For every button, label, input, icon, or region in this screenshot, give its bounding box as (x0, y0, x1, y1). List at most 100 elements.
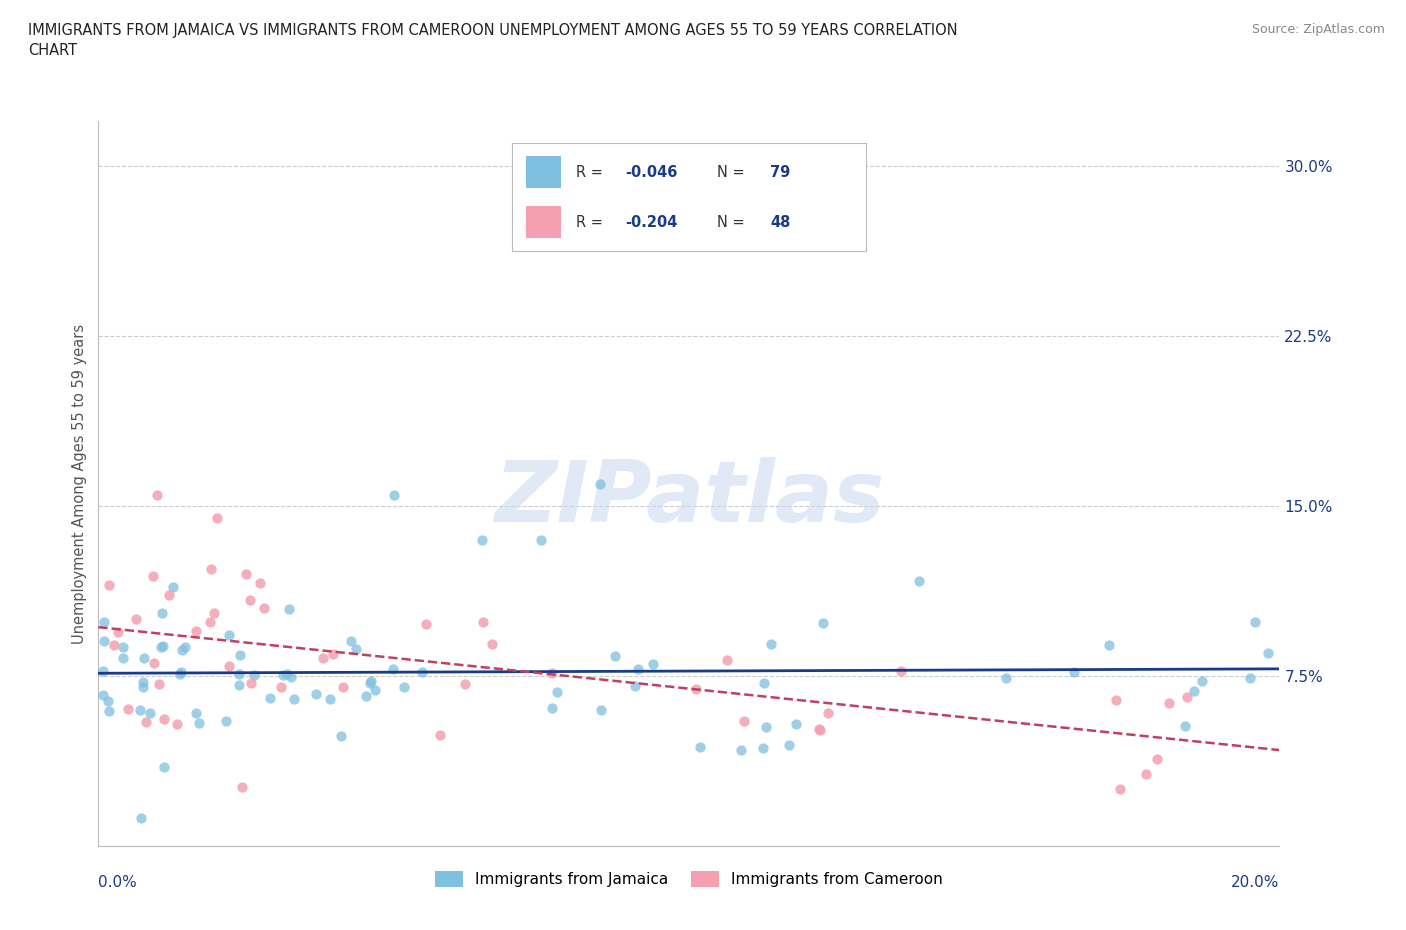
Point (754, 676, 776, 691)
Point (276, 666, 298, 681)
Point (1146, 751, 1168, 766)
Point (1105, 693, 1128, 708)
Text: 0.0%: 0.0% (98, 875, 138, 890)
Point (150, 606, 173, 621)
Point (93, 634, 115, 649)
Point (277, 602, 299, 617)
Point (132, 674, 155, 689)
Point (1159, 695, 1181, 710)
Point (589, 703, 612, 718)
Text: IMMIGRANTS FROM JAMAICA VS IMMIGRANTS FROM CAMEROON UNEMPLOYMENT AMONG AGES 55 T: IMMIGRANTS FROM JAMAICA VS IMMIGRANTS FR… (28, 23, 957, 58)
Point (150, 640, 173, 655)
Point (907, 574, 929, 589)
Point (152, 638, 174, 653)
Point (135, 714, 157, 729)
Point (1063, 665, 1085, 680)
Point (471, 533, 494, 548)
Point (97, 703, 120, 718)
Point (730, 742, 752, 757)
Point (239, 675, 262, 690)
Point (205, 511, 228, 525)
Point (811, 616, 834, 631)
Point (530, 533, 553, 548)
Y-axis label: Unemployment Among Ages 55 to 59 years: Unemployment Among Ages 55 to 59 years (72, 324, 87, 644)
Point (91, 687, 114, 702)
Point (186, 706, 208, 721)
Point (200, 615, 222, 630)
Point (1239, 671, 1261, 685)
Point (807, 722, 830, 737)
Point (139, 706, 162, 721)
Point (152, 711, 174, 726)
Point (733, 714, 755, 729)
Point (117, 701, 139, 716)
Point (415, 617, 437, 631)
Point (98, 578, 121, 592)
Point (142, 569, 165, 584)
Point (1191, 673, 1213, 688)
Point (394, 680, 416, 695)
Point (259, 690, 281, 705)
Point (685, 682, 707, 697)
Point (322, 646, 344, 661)
Point (305, 687, 328, 702)
Point (214, 713, 236, 728)
Point (344, 642, 367, 657)
Point (188, 716, 211, 731)
Point (332, 680, 354, 695)
Legend: Immigrants from Jamaica, Immigrants from Cameroon: Immigrants from Jamaica, Immigrants from… (429, 865, 949, 893)
Point (228, 667, 250, 682)
Point (429, 728, 451, 743)
Point (228, 678, 250, 693)
Point (360, 675, 382, 690)
Point (605, 648, 627, 663)
Point (111, 640, 134, 655)
Point (132, 680, 155, 695)
Point (229, 647, 252, 662)
Text: 20.0%: 20.0% (1232, 875, 1279, 890)
Point (169, 667, 191, 682)
Point (312, 650, 335, 665)
Point (111, 651, 134, 666)
Point (340, 633, 363, 648)
Point (755, 720, 778, 735)
Point (148, 676, 170, 691)
Point (354, 688, 377, 703)
Point (271, 668, 294, 683)
Point (131, 811, 153, 826)
Point (716, 652, 738, 667)
Point (107, 625, 129, 640)
Point (778, 737, 800, 752)
Point (1244, 615, 1267, 630)
Point (785, 717, 807, 732)
Point (170, 643, 193, 658)
Point (547, 684, 569, 699)
Point (280, 670, 302, 684)
Point (202, 605, 225, 620)
Text: ZIPatlas: ZIPatlas (494, 457, 884, 539)
Point (540, 666, 562, 681)
Point (128, 703, 150, 718)
Point (200, 562, 222, 577)
Point (283, 692, 305, 707)
Point (166, 716, 188, 731)
Point (623, 678, 645, 693)
Point (162, 579, 184, 594)
Point (1175, 690, 1198, 705)
Point (270, 680, 292, 695)
Point (360, 673, 382, 688)
Point (1108, 782, 1130, 797)
Point (627, 661, 650, 676)
Point (995, 671, 1018, 685)
Point (472, 615, 495, 630)
Point (218, 627, 240, 642)
Point (157, 587, 180, 602)
Point (103, 638, 125, 653)
Point (752, 740, 775, 755)
Point (231, 779, 253, 794)
Point (1182, 684, 1205, 698)
Point (1135, 766, 1157, 781)
Point (93, 615, 115, 630)
Point (184, 623, 207, 638)
Point (1257, 646, 1279, 661)
